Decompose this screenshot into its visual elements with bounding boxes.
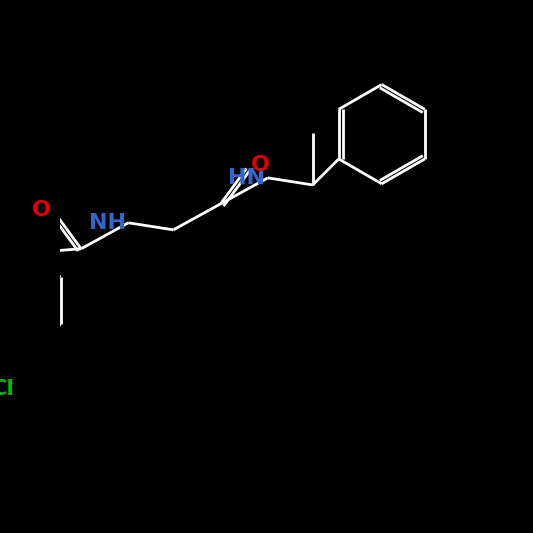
Text: Cl: Cl: [0, 379, 15, 399]
Text: HN: HN: [229, 168, 265, 188]
Text: O: O: [251, 155, 270, 175]
Text: NH: NH: [89, 213, 126, 233]
Text: O: O: [31, 199, 51, 220]
